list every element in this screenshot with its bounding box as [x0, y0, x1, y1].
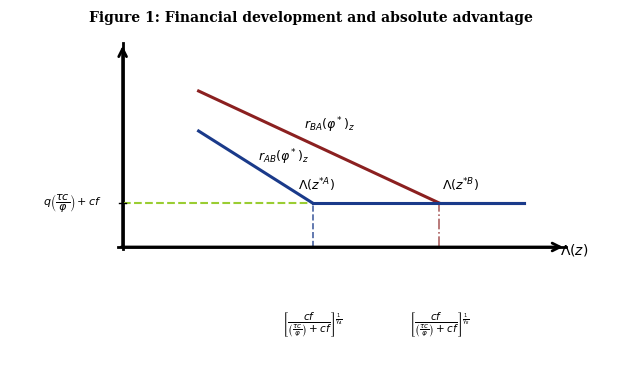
Text: $\left[\dfrac{cf}{\left(\frac{\tau c}{\varphi}\right)+cf}\right]^{\frac{1}{\gamm: $\left[\dfrac{cf}{\left(\frac{\tau c}{\v…: [409, 311, 470, 339]
Text: $q\left(\dfrac{\tau c}{\varphi}\right)+cf$: $q\left(\dfrac{\tau c}{\varphi}\right)+c…: [43, 192, 101, 214]
Text: $r_{AB}(\varphi^*)_z$: $r_{AB}(\varphi^*)_z$: [258, 147, 309, 167]
Text: Figure 1: Financial development and absolute advantage: Figure 1: Financial development and abso…: [89, 11, 533, 25]
Text: $\Lambda(z)$: $\Lambda(z)$: [560, 242, 588, 258]
Text: $r_{BA}(\varphi^*)_z$: $r_{BA}(\varphi^*)_z$: [304, 115, 355, 135]
Text: $\Lambda(z^{*A})$: $\Lambda(z^{*A})$: [298, 176, 335, 194]
Text: $\left[\dfrac{cf}{\left(\frac{\tau c}{\varphi}\right)+cf}\right]^{\frac{1}{\gamm: $\left[\dfrac{cf}{\left(\frac{\tau c}{\v…: [282, 311, 343, 339]
Text: $\Lambda(z^{*B})$: $\Lambda(z^{*B})$: [442, 176, 479, 194]
